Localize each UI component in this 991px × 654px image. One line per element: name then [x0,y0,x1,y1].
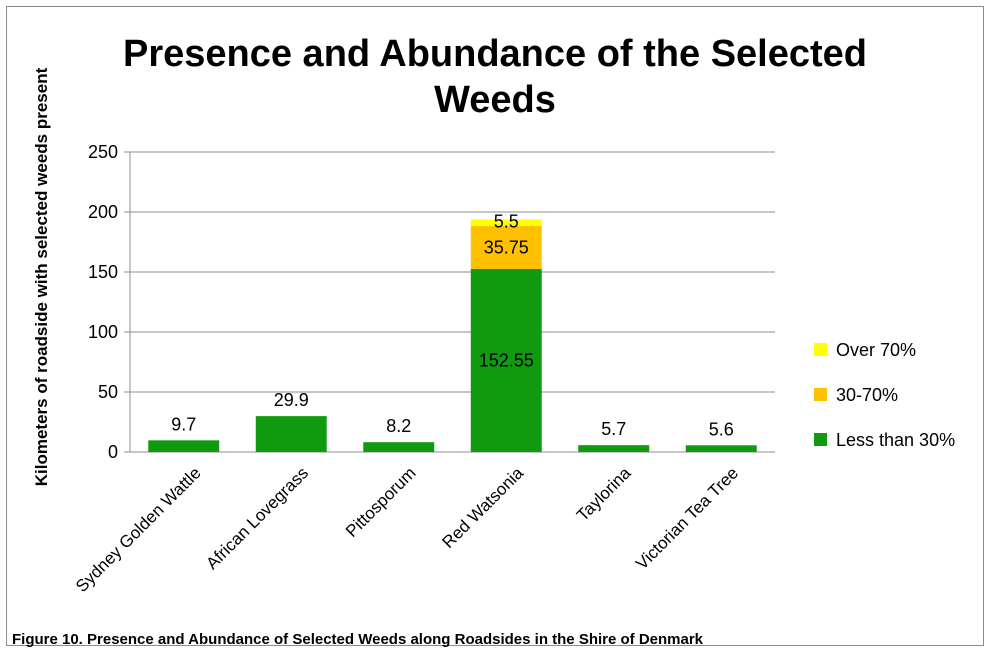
data-label-1-2: 29.9 [274,390,309,410]
data-label-1-5: 5.7 [601,419,626,439]
bar-1-4 [470,268,542,452]
x-tick-label-4: Red Watsonia [439,463,528,552]
x-tick-label-6: Victorian Tea Tree [632,463,742,573]
y-tick-label-50: 50 [98,382,118,402]
figure-caption: Figure 10. Presence and Abundance of Sel… [12,631,704,648]
data-label-1-3: 8.2 [386,416,411,436]
legend-label-3: Less than 30% [836,430,955,450]
data-label-2-4: 35.75 [484,237,529,257]
y-tick-label-200: 200 [88,202,118,222]
y-tick-label-150: 150 [88,262,118,282]
bar-1-1 [148,440,220,452]
legend-label-1: Over 70% [836,340,916,360]
legend-label-2: 30-70% [836,385,898,405]
x-tick-label-3: Pittosporum [342,463,420,541]
legend-swatch-1 [814,343,827,356]
data-label-1-4: 152.55 [479,350,534,370]
data-label-3-4: 5.5 [494,211,519,231]
y-tick-label-100: 100 [88,322,118,342]
y-axis-label: Kilometers of roadside with selected wee… [32,67,51,486]
y-tick-label-250: 250 [88,142,118,162]
bar-1-2 [255,416,327,452]
data-label-1-1: 9.7 [171,414,196,434]
bar-3-4 [470,219,542,227]
data-label-1-6: 5.6 [709,419,734,439]
x-tick-label-5: Taylorina [573,463,635,525]
bar-1-3 [363,442,435,452]
x-tick-label-1: Sydney Golden Wattle [72,463,205,596]
chart-title-line-2: Weeds [434,79,556,121]
y-tick-label-0: 0 [108,442,118,462]
bar-1-5 [578,445,650,452]
x-tick-label-2: African Lovegrass [202,463,312,573]
legend-swatch-3 [814,433,827,446]
bar-2-4 [470,226,542,269]
bar-1-6 [685,445,757,452]
chart-title-line-1: Presence and Abundance of the Selected [123,33,867,75]
legend-swatch-2 [814,388,827,401]
